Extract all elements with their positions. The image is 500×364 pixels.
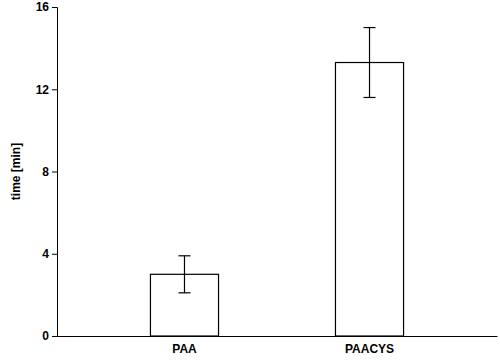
y-axis: 0 4 8 12 16 <box>36 0 58 343</box>
y-tick-mark <box>52 89 57 90</box>
y-tick: 12 <box>36 83 57 97</box>
x-tick: PAA <box>172 336 197 356</box>
x-tick-label: PAACYS <box>345 342 394 356</box>
error-stem <box>184 256 185 293</box>
error-cap <box>178 292 190 293</box>
y-tick-mark <box>52 172 57 173</box>
y-tick-label: 12 <box>36 83 50 97</box>
y-tick-label: 4 <box>42 247 49 261</box>
y-tick-mark <box>52 336 57 337</box>
error-bar <box>178 256 190 293</box>
error-cap <box>178 255 190 256</box>
plot-area <box>150 28 403 336</box>
y-tick: 4 <box>42 247 57 261</box>
y-tick: 8 <box>42 165 57 179</box>
y-tick-mark <box>52 254 57 255</box>
y-axis-line <box>52 8 58 337</box>
y-tick-label: 16 <box>36 0 50 14</box>
x-axis: PAA PAACYS <box>58 336 498 356</box>
error-bar <box>364 28 376 98</box>
error-stem <box>369 28 370 98</box>
error-cap <box>364 27 376 28</box>
y-tick: 16 <box>36 0 57 14</box>
error-cap <box>364 97 376 98</box>
y-tick-mark <box>52 7 57 8</box>
bar <box>335 63 403 336</box>
x-tick: PAACYS <box>345 336 394 356</box>
y-tick-label: 8 <box>42 165 49 179</box>
x-tick-label: PAA <box>172 342 197 356</box>
y-tick-label: 0 <box>42 329 49 343</box>
y-axis-title: time [min] <box>9 143 23 200</box>
x-axis-line <box>58 336 498 337</box>
y-tick: 0 <box>42 329 57 343</box>
chart: 0 4 8 12 16 PAA PAACYS time [min] <box>0 0 500 364</box>
